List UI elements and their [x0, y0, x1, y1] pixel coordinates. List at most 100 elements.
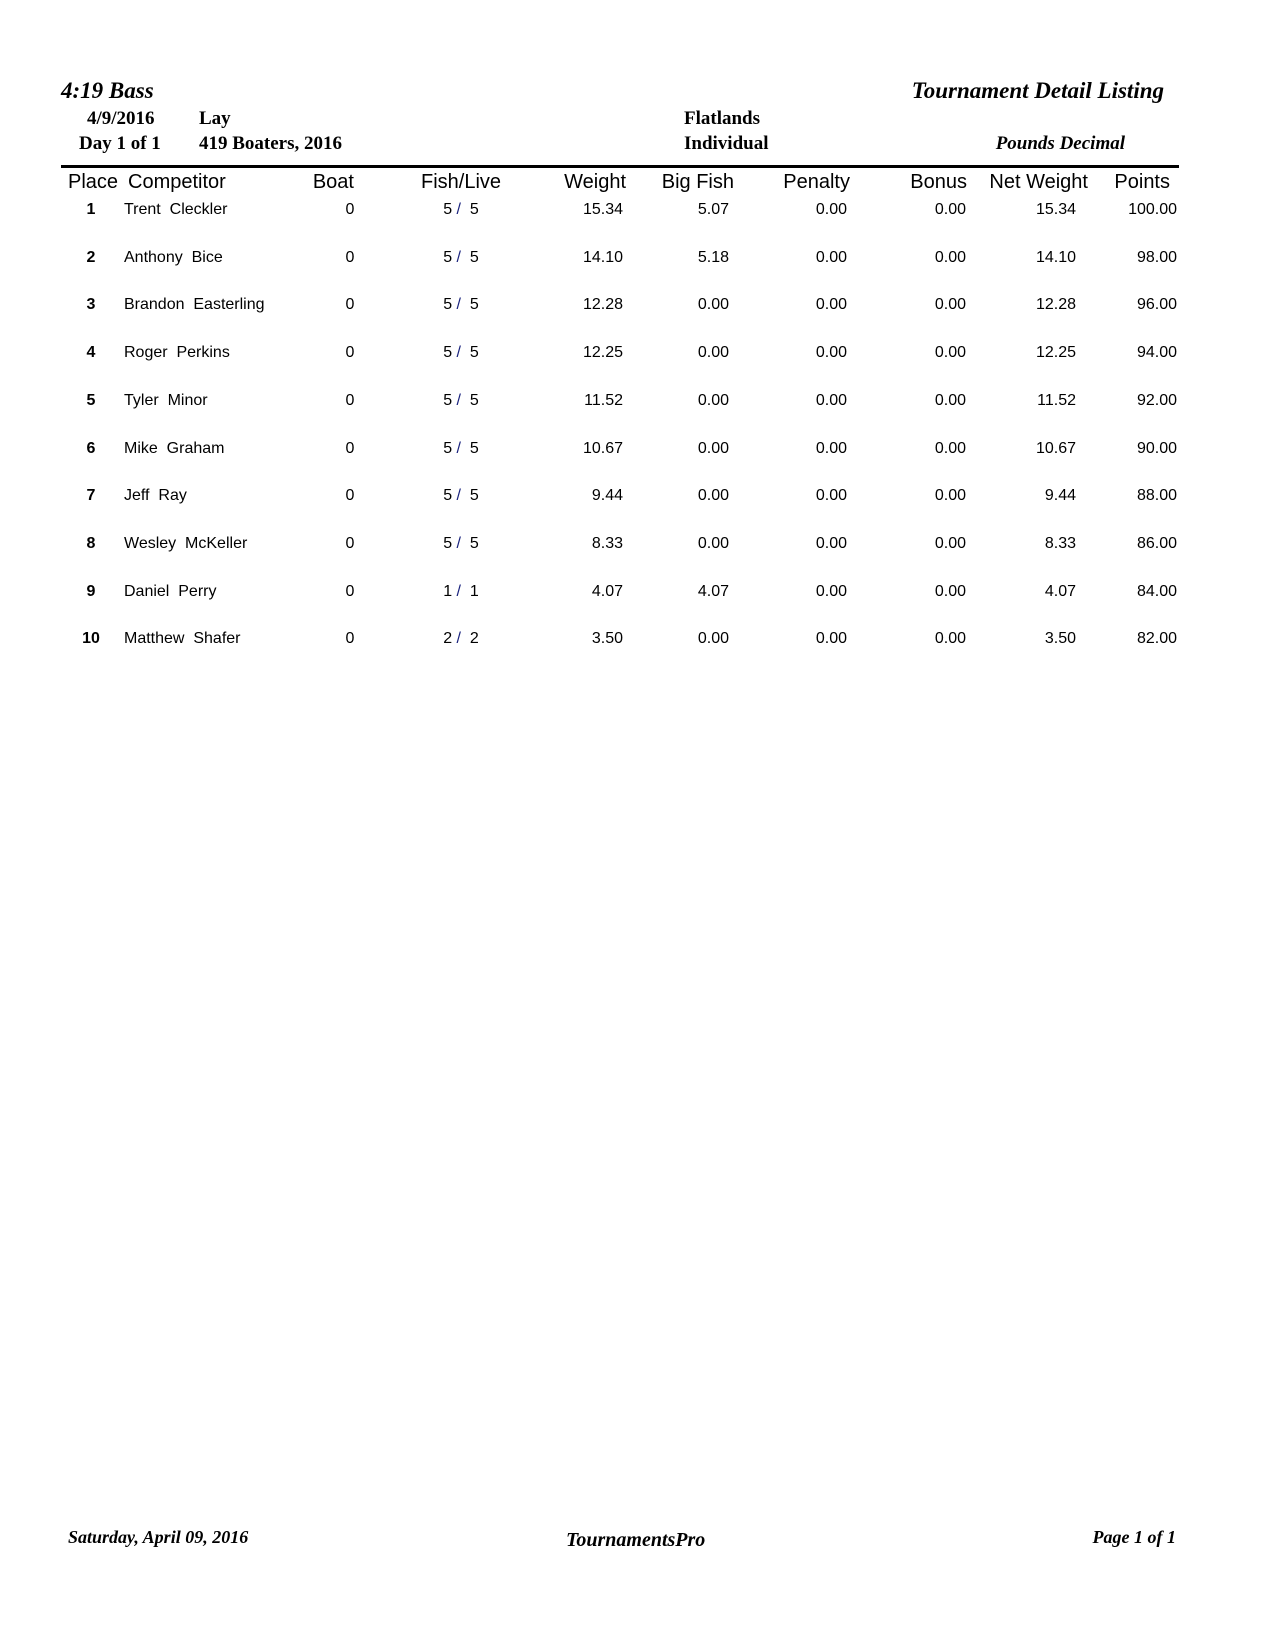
- row-points: 90.00: [1136, 439, 1177, 457]
- footer-page: Page 1 of 1: [1092, 1527, 1176, 1547]
- separator: /: [456, 344, 461, 362]
- row-fish-live: 1 / 1: [431, 583, 491, 601]
- live-count: 5: [469, 344, 479, 362]
- fish-count: 5: [443, 296, 453, 314]
- row-weight: 8.33: [591, 534, 623, 552]
- live-count: 5: [469, 439, 479, 457]
- live-count: 2: [469, 630, 479, 648]
- row-fish-live: 5 / 5: [431, 344, 491, 362]
- row-weight: 4.07: [591, 582, 623, 600]
- row-points: 88.00: [1136, 487, 1177, 505]
- org-name: 4:19 Bass: [61, 78, 154, 103]
- row-penalty: 0.00: [815, 248, 847, 266]
- col-fish-live: Fish/Live: [421, 171, 502, 193]
- fish-count: 5: [443, 201, 453, 218]
- report-title: Tournament Detail Listing: [911, 78, 1164, 103]
- row-net-weight: 9.44: [1044, 487, 1076, 505]
- row-points: 100.00: [1128, 201, 1177, 218]
- row-bonus: 0.00: [934, 439, 966, 457]
- row-penalty: 0.00: [815, 391, 847, 409]
- row-place: 9: [86, 582, 96, 600]
- live-count: 1: [469, 582, 479, 600]
- row-boat: 0: [345, 534, 355, 552]
- row-boat: 0: [345, 296, 355, 314]
- row-place: 1: [86, 201, 96, 218]
- row-net-weight: 3.50: [1044, 630, 1076, 648]
- col-points: Points: [1114, 171, 1170, 193]
- separator: /: [456, 487, 461, 505]
- row-net-weight: 11.52: [1037, 391, 1076, 409]
- row-net-weight: 12.28: [1035, 296, 1076, 314]
- row-bonus: 0.00: [934, 487, 966, 505]
- live-count: 5: [469, 391, 479, 409]
- row-penalty: 0.00: [815, 487, 847, 505]
- row-net-weight: 8.33: [1044, 534, 1076, 552]
- live-count: 5: [469, 201, 479, 218]
- row-weight: 9.44: [591, 487, 623, 505]
- table-row: 9 Daniel Perry 0 4.07 4.07 0.00 0.00 4.07 84.00 1…: [0, 583, 1275, 613]
- format: Individual: [684, 133, 769, 154]
- fish-count: 2: [443, 630, 453, 648]
- row-bonus: 0.00: [934, 296, 966, 314]
- row-boat: 0: [345, 248, 355, 266]
- row-points: 86.00: [1136, 534, 1177, 552]
- row-fish-live: 5 / 5: [431, 201, 491, 219]
- col-bonus: Bonus: [910, 171, 967, 193]
- row-competitor: Roger Perkins: [124, 344, 230, 362]
- row-net-weight: 4.07: [1044, 582, 1076, 600]
- row-fish-live: 5 / 5: [431, 296, 491, 314]
- row-bonus: 0.00: [934, 630, 966, 648]
- units: Pounds Decimal: [995, 133, 1125, 154]
- row-points: 94.00: [1136, 344, 1177, 362]
- fish-count: 5: [443, 248, 453, 266]
- row-points: 84.00: [1136, 582, 1177, 600]
- event-name: 419 Boaters, 2016: [199, 133, 343, 154]
- location: Flatlands: [684, 108, 761, 129]
- row-boat: 0: [345, 582, 355, 600]
- row-competitor: Wesley McKeller: [124, 534, 248, 552]
- row-bonus: 0.00: [934, 582, 966, 600]
- row-competitor: Mike Graham: [124, 439, 225, 457]
- row-bonus: 0.00: [934, 201, 966, 218]
- tournament-day: Day 1 of 1: [79, 133, 161, 154]
- header-divider: [61, 165, 1179, 168]
- row-boat: 0: [345, 439, 355, 457]
- row-bonus: 0.00: [934, 344, 966, 362]
- row-big-fish: 5.18: [697, 248, 729, 266]
- row-competitor: Brandon Easterling: [124, 296, 265, 314]
- row-competitor: Tyler Minor: [124, 391, 208, 409]
- row-fish-live: 5 / 5: [431, 440, 491, 458]
- row-place: 8: [86, 534, 96, 552]
- row-boat: 0: [345, 201, 355, 218]
- row-penalty: 0.00: [815, 296, 847, 314]
- row-competitor: Jeff Ray: [124, 487, 187, 505]
- table-row: 1 Trent Cleckler 0 15.34 5.07 0.00 0.00 15.34 10…: [0, 201, 1275, 231]
- col-penalty: Penalty: [783, 171, 850, 193]
- row-big-fish: 0.00: [697, 439, 729, 457]
- row-fish-live: 5 / 5: [431, 249, 491, 267]
- row-competitor: Daniel Perry: [124, 582, 217, 600]
- separator: /: [456, 534, 461, 552]
- row-place: 7: [86, 487, 96, 505]
- footer-date: Saturday, April 09, 2016: [68, 1527, 249, 1547]
- table-row: 8 Wesley McKeller 0 8.33 0.00 0.00 0.00 8.33 86.…: [0, 535, 1275, 565]
- row-points: 98.00: [1136, 248, 1177, 266]
- row-fish-live: 5 / 5: [431, 487, 491, 505]
- row-points: 92.00: [1136, 391, 1177, 409]
- row-boat: 0: [345, 344, 355, 362]
- row-weight: 3.50: [591, 630, 623, 648]
- fish-count: 5: [443, 344, 453, 362]
- fish-count: 5: [443, 439, 453, 457]
- table-row: 5 Tyler Minor 0 11.52 0.00 0.00 0.00 11.52 92.00…: [0, 392, 1275, 422]
- separator: /: [456, 630, 461, 648]
- row-big-fish: 0.00: [697, 534, 729, 552]
- row-weight: 11.52: [584, 391, 623, 409]
- table-row: 3 Brandon Easterling 0 12.28 0.00 0.00 0.00 12.…: [0, 296, 1275, 326]
- row-net-weight: 14.10: [1035, 248, 1076, 266]
- separator: /: [456, 582, 461, 600]
- row-fish-live: 5 / 5: [431, 392, 491, 410]
- row-boat: 0: [345, 391, 355, 409]
- fish-count: 1: [443, 582, 453, 600]
- row-place: 3: [86, 296, 96, 314]
- row-fish-live: 5 / 5: [431, 535, 491, 553]
